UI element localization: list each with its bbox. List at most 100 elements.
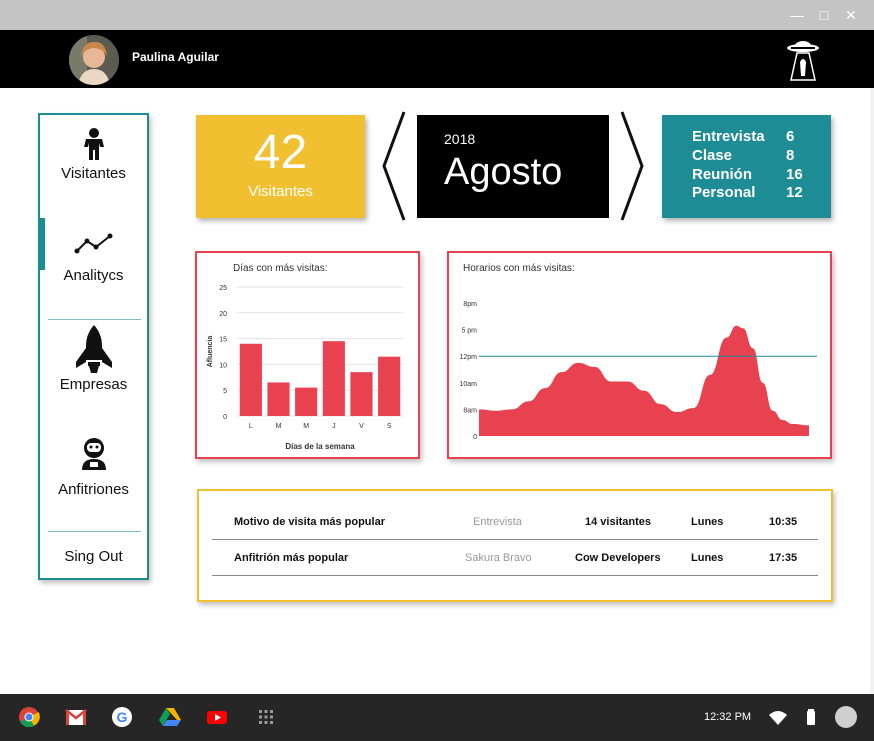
avatar[interactable] xyxy=(69,35,119,85)
y-tick-label: 15 xyxy=(219,337,227,344)
row-count: 14 visitantes xyxy=(585,516,652,528)
os-shelf: G 12:32 PM xyxy=(0,694,874,741)
app-header xyxy=(0,30,874,88)
user-name: Paulina Aguilar xyxy=(132,50,219,64)
bar xyxy=(350,372,373,416)
hours-chart-card: Horarios con más visitas: 0 8am 10am 12pm 5 … xyxy=(447,251,832,459)
x-tick-label: S xyxy=(387,423,392,430)
chrome-icon[interactable] xyxy=(18,706,40,728)
drive-icon[interactable] xyxy=(159,706,181,728)
bar xyxy=(239,343,262,416)
row-divider xyxy=(212,575,818,576)
x-tick-label: L xyxy=(249,423,253,430)
y-tick-label: 0 xyxy=(223,414,227,421)
breakdown-value: 12 xyxy=(786,184,803,201)
svg-text:G: G xyxy=(117,709,128,725)
sidebar-item-label: Empresas xyxy=(59,376,128,393)
x-tick-label: M xyxy=(276,423,282,430)
row-value: Entrevista xyxy=(473,516,522,528)
visit-type-breakdown: Entrevista 6 Clase 8 Reunión 16 Personal… xyxy=(662,115,831,218)
row-divider xyxy=(212,539,818,540)
x-tick-label: J xyxy=(332,423,336,430)
month-label: Agosto xyxy=(444,151,563,193)
sidebar-item-analitycs[interactable]: Analitycs xyxy=(40,231,147,284)
breakdown-label: Reunión xyxy=(692,166,752,183)
sidebar-item-label: Visitantes xyxy=(61,165,126,182)
y-tick-label: 10am xyxy=(459,381,477,388)
scroll-edge xyxy=(870,88,874,694)
sidebar-item-empresas[interactable]: Empresas xyxy=(40,324,147,393)
x-axis-label: Días de la semana xyxy=(285,442,355,451)
youtube-icon[interactable] xyxy=(206,706,228,728)
area-series xyxy=(479,325,809,436)
google-icon[interactable]: G xyxy=(111,706,133,728)
visitors-label: Visitantes xyxy=(248,183,313,200)
y-tick-label: 8am xyxy=(463,407,477,414)
breakdown-label: Personal xyxy=(692,184,756,201)
sidebar-nav: Visitantes Analitycs Empresas xyxy=(38,113,149,580)
row-time: 17:35 xyxy=(769,552,798,564)
row-day: Lunes xyxy=(691,516,724,528)
battery-icon[interactable] xyxy=(800,706,822,728)
chart-title: Horarios con más visitas: xyxy=(463,263,575,274)
y-tick-label: 12pm xyxy=(459,354,477,361)
breakdown-label: Entrevista xyxy=(692,128,765,145)
next-month-arrow-icon[interactable] xyxy=(618,110,646,222)
y-tick-label: 25 xyxy=(219,285,227,292)
sign-out-label: Sing Out xyxy=(64,548,123,565)
prev-month-arrow-icon[interactable] xyxy=(380,110,408,222)
sign-out-button[interactable]: Sing Out xyxy=(40,548,147,565)
row-value: Sakura Bravo xyxy=(465,552,532,564)
sidebar-item-label: Anfitriones xyxy=(58,481,129,498)
year-label: 2018 xyxy=(444,131,476,147)
system-clock[interactable]: 12:32 PM xyxy=(704,711,752,723)
chart-title: Días con más visitas: xyxy=(233,263,328,274)
x-tick-label: M xyxy=(303,423,309,430)
y-tick-label: 8pm xyxy=(463,301,477,308)
y-tick-label: 5 xyxy=(223,388,227,395)
bar xyxy=(295,387,318,416)
row-label: Anfitrión más popular xyxy=(234,552,349,564)
y-tick-label: 10 xyxy=(219,362,227,369)
window-titlebar: — □ ✕ xyxy=(0,0,874,30)
breakdown-label: Clase xyxy=(692,147,733,164)
visitors-count: 42 xyxy=(253,126,308,179)
wifi-icon[interactable] xyxy=(767,706,789,728)
row-count: Cow Developers xyxy=(575,552,661,564)
row-label: Motivo de visita más popular xyxy=(234,516,385,528)
person-icon xyxy=(83,128,104,160)
gmail-icon[interactable] xyxy=(65,706,87,728)
y-tick-label: 20 xyxy=(219,311,227,318)
bar xyxy=(378,356,401,416)
breakdown-value: 6 xyxy=(786,128,795,145)
active-indicator xyxy=(38,218,45,270)
y-tick-label: 0 xyxy=(473,434,477,441)
y-axis-label: Afluencia xyxy=(207,336,214,368)
ufo-logo-icon xyxy=(787,41,819,81)
bar xyxy=(267,382,290,416)
maximize-icon[interactable]: □ xyxy=(819,7,829,23)
y-tick-label: 5 pm xyxy=(461,328,477,335)
popular-summary-card: Motivo de visita más popular Entrevista … xyxy=(197,489,833,602)
sidebar-item-label: Analitycs xyxy=(63,267,124,284)
month-selector: 2018 Agosto xyxy=(417,115,609,218)
row-time: 10:35 xyxy=(769,516,798,528)
sidebar-divider xyxy=(48,531,141,532)
launcher-grid-icon[interactable] xyxy=(255,706,277,728)
x-tick-label: V xyxy=(359,423,364,430)
visitors-count-card: 42 Visitantes xyxy=(196,115,365,218)
sidebar-item-visitantes[interactable]: Visitantes xyxy=(40,127,147,182)
astronaut-icon xyxy=(81,438,106,470)
breakdown-value: 8 xyxy=(786,147,795,164)
close-icon[interactable]: ✕ xyxy=(845,7,857,23)
bar xyxy=(322,341,345,416)
area-chart: 0 8am 10am 12pm 5 pm 8pm xyxy=(459,301,817,441)
line-chart-icon xyxy=(74,233,112,254)
rocket-icon xyxy=(75,325,112,373)
sidebar-item-anfitriones[interactable]: Anfitriones xyxy=(40,437,147,498)
minimize-icon[interactable]: — xyxy=(790,7,804,23)
bar-chart: 0 5 10 15 20 25 L M M J V S Días de la semana Afluenc… xyxy=(207,285,403,451)
account-status-icon[interactable] xyxy=(834,705,858,729)
row-day: Lunes xyxy=(691,552,724,564)
